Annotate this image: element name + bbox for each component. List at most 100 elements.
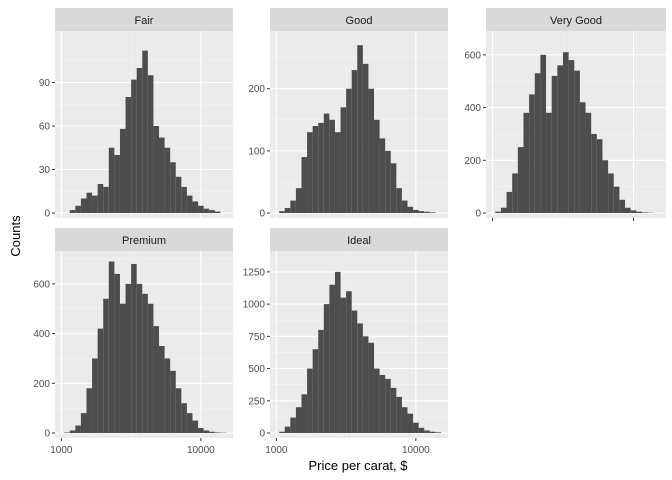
histogram-bar bbox=[136, 68, 143, 213]
histogram-bar bbox=[396, 188, 402, 213]
histogram-bar bbox=[69, 430, 76, 433]
histogram-bar bbox=[198, 205, 204, 213]
histogram-bar bbox=[181, 403, 187, 433]
histogram-bar bbox=[142, 293, 148, 433]
histogram-bar bbox=[562, 52, 569, 213]
histogram-bar bbox=[413, 209, 419, 213]
histogram-bar bbox=[357, 45, 363, 213]
histogram-bar bbox=[97, 184, 104, 213]
histogram-bar bbox=[362, 336, 369, 433]
histogram-bar bbox=[108, 261, 115, 433]
y-tick-label: 200 bbox=[33, 379, 50, 390]
facet-fair: Fair 0 30 60 90 bbox=[39, 8, 233, 220]
histogram-bar bbox=[136, 283, 143, 433]
histogram-bar bbox=[362, 63, 369, 213]
histogram-bar bbox=[69, 210, 76, 213]
y-tick-label: 90 bbox=[39, 78, 51, 89]
strip-very-good bbox=[486, 8, 666, 31]
histogram-bar bbox=[596, 139, 603, 213]
histogram-bar bbox=[86, 388, 93, 433]
histogram-bar bbox=[86, 192, 93, 213]
histogram-bar bbox=[340, 107, 347, 213]
histogram-bar bbox=[125, 283, 132, 433]
y-tick-label: 200 bbox=[464, 156, 481, 167]
histogram-bar bbox=[385, 378, 391, 433]
y-tick-label: 600 bbox=[464, 50, 481, 61]
facet-ideal: Ideal 0 250 500 750 1000 1250 1000 10000 bbox=[243, 228, 448, 456]
histogram-bar bbox=[159, 137, 165, 213]
histogram-bar bbox=[390, 387, 397, 433]
histogram-bar bbox=[529, 94, 535, 213]
histogram-bar bbox=[585, 112, 592, 213]
histogram-bar bbox=[340, 297, 347, 433]
y-axis-title: Counts bbox=[8, 215, 23, 257]
histogram-bar bbox=[181, 186, 187, 213]
histogram-bar bbox=[198, 428, 204, 433]
histogram-bar bbox=[203, 208, 210, 213]
histogram-bar bbox=[579, 102, 586, 213]
facet-good: Good 0 100 200 bbox=[248, 8, 448, 220]
y-tick-label: 200 bbox=[248, 84, 265, 95]
y-tick-label: 250 bbox=[248, 396, 265, 407]
histogram-bar bbox=[418, 211, 425, 213]
histogram-bar bbox=[368, 342, 375, 433]
histogram-bar bbox=[374, 119, 380, 213]
histogram-bar bbox=[334, 271, 341, 433]
strip-label-ideal: Ideal bbox=[347, 235, 371, 247]
histogram-bar bbox=[630, 210, 637, 213]
histogram-bar bbox=[390, 163, 397, 213]
histogram-bar bbox=[379, 138, 386, 213]
histogram-bar bbox=[80, 413, 87, 433]
histogram-bar bbox=[574, 70, 580, 214]
y-tick-label: 0 bbox=[44, 209, 50, 220]
histogram-bar bbox=[329, 119, 335, 213]
histogram-bar bbox=[159, 346, 165, 433]
histogram-bar bbox=[374, 368, 380, 433]
histogram-bar bbox=[506, 191, 513, 213]
histogram-bar bbox=[125, 97, 132, 213]
histogram-bar bbox=[164, 358, 171, 433]
x-tick-label: 10000 bbox=[187, 445, 215, 456]
histogram-bar bbox=[401, 200, 408, 213]
histogram-bar bbox=[153, 126, 160, 213]
x-tick-label: 1000 bbox=[50, 445, 73, 456]
histogram-bar bbox=[318, 122, 324, 213]
histogram-bar bbox=[147, 75, 154, 213]
y-tick-label: 0 bbox=[475, 209, 481, 220]
y-tick-label: 0 bbox=[259, 429, 265, 440]
histogram-bar bbox=[131, 263, 137, 433]
histogram-bar bbox=[301, 394, 308, 433]
strip-premium bbox=[55, 228, 233, 251]
strip-label-good: Good bbox=[346, 15, 373, 27]
histogram-bar bbox=[523, 112, 530, 213]
histogram-bar bbox=[346, 88, 352, 213]
strip-good bbox=[270, 8, 448, 31]
y-tick-label: 1000 bbox=[243, 300, 266, 311]
x-axis-title: Price per carat, $ bbox=[309, 458, 409, 473]
histogram-bar bbox=[619, 199, 626, 213]
histogram-bar bbox=[418, 427, 425, 433]
histogram-bar bbox=[214, 211, 221, 213]
histogram-bar bbox=[186, 413, 193, 433]
histogram-bar bbox=[435, 432, 441, 433]
histogram-bar bbox=[142, 50, 148, 213]
histogram-bar bbox=[613, 186, 620, 213]
histogram-bar bbox=[312, 349, 319, 433]
histogram-bar bbox=[534, 73, 541, 213]
histogram-bar bbox=[495, 211, 501, 213]
histogram-bar bbox=[295, 188, 302, 213]
histogram-bar bbox=[641, 212, 648, 213]
histogram-bar bbox=[591, 133, 597, 213]
histogram-bar bbox=[175, 388, 182, 433]
histogram-bar bbox=[147, 303, 154, 433]
histogram-bar bbox=[568, 60, 575, 213]
y-tick-label: 400 bbox=[33, 329, 50, 340]
histogram-bar bbox=[346, 291, 352, 433]
histogram-bar bbox=[334, 132, 341, 213]
histogram-bar bbox=[424, 211, 430, 213]
y-tick-label: 60 bbox=[39, 122, 51, 133]
histogram-bar bbox=[401, 407, 408, 433]
histogram-bar bbox=[97, 328, 104, 433]
histogram-bar bbox=[323, 304, 330, 433]
